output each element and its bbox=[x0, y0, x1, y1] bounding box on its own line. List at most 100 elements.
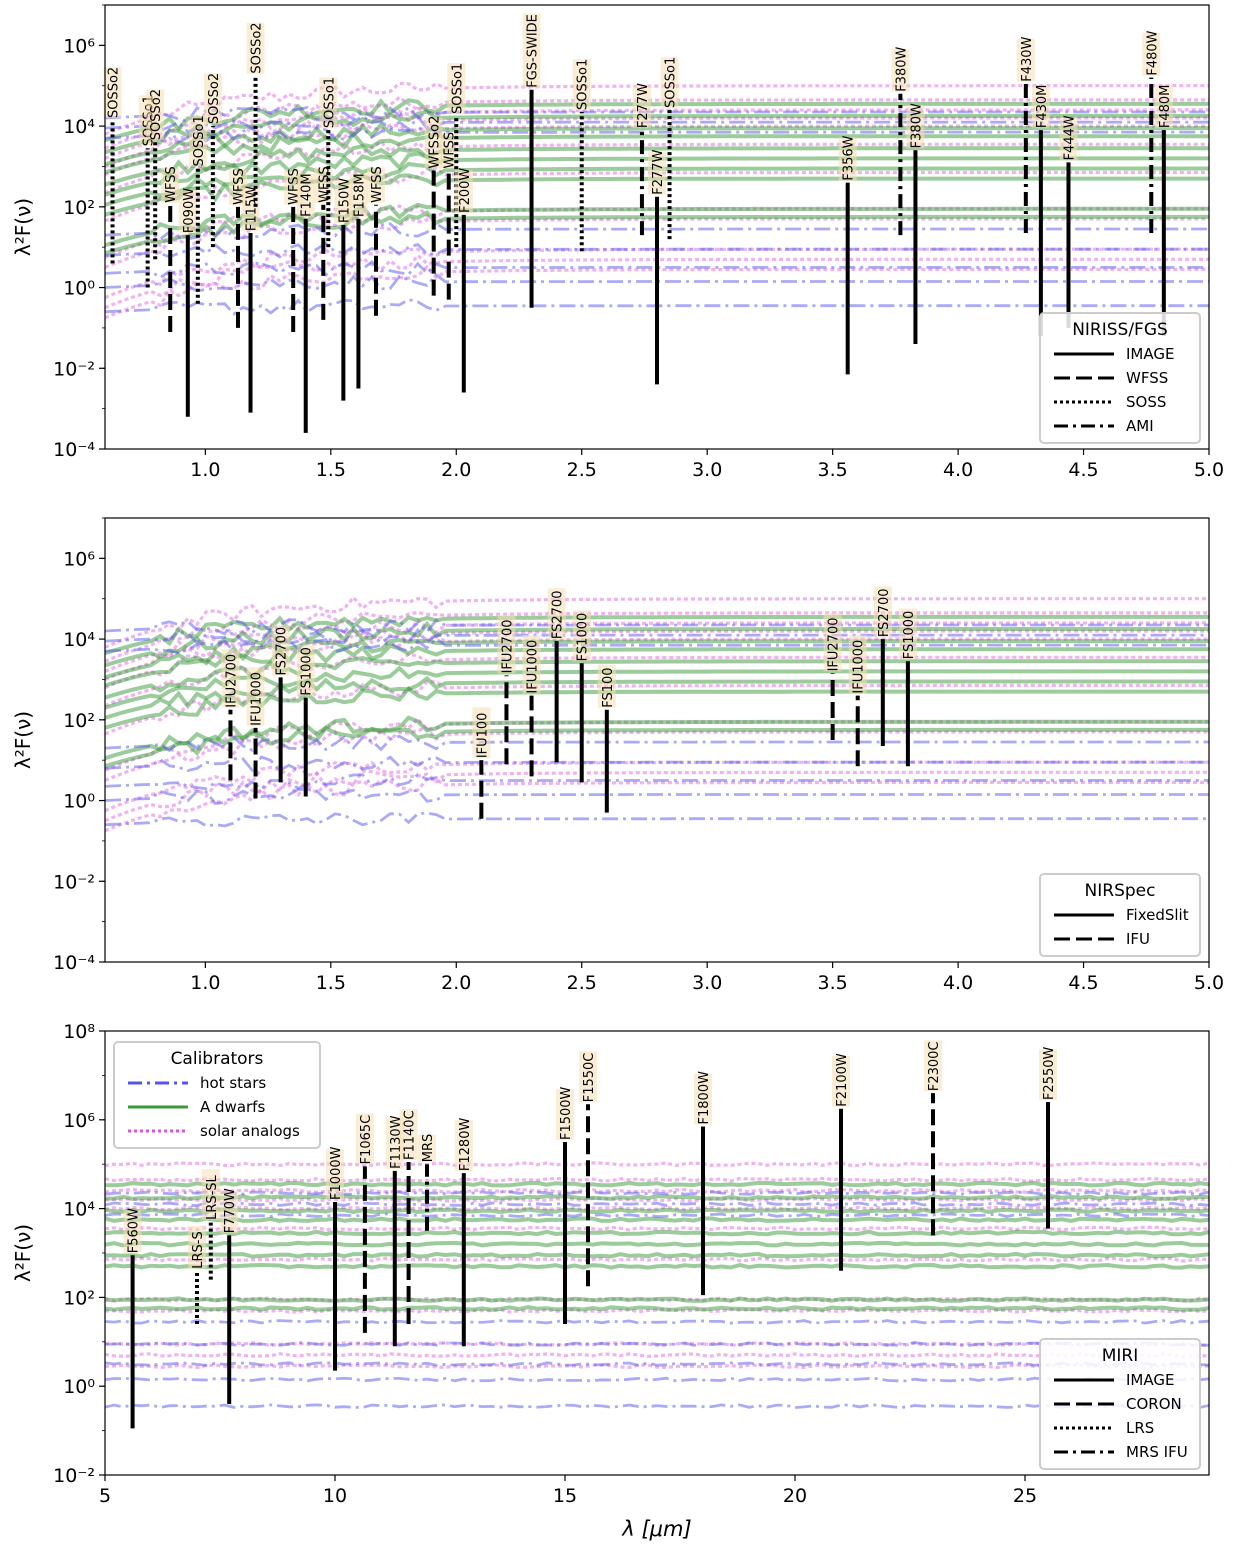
mode-label: IFU2700 bbox=[827, 617, 842, 671]
legend-entry-label: SOSS bbox=[1126, 393, 1166, 411]
mode-label-box bbox=[296, 644, 315, 696]
mode-label-box bbox=[188, 115, 207, 167]
mode-label: F1000W bbox=[329, 1146, 344, 1200]
mode-label-box bbox=[246, 667, 265, 726]
x-tick-label: 1.5 bbox=[316, 972, 346, 994]
mode-label-box bbox=[385, 1118, 404, 1169]
x-tick-label: 25 bbox=[1013, 1485, 1037, 1507]
solar-analog-spectrum bbox=[105, 1225, 1209, 1232]
hot-star-spectrum bbox=[105, 1376, 1209, 1383]
solar-analog-spectrum bbox=[105, 758, 1209, 813]
mode-label-box bbox=[201, 1169, 220, 1220]
y-tick-label: 10² bbox=[63, 197, 95, 219]
a-dwarf-spectrum bbox=[105, 1251, 1209, 1259]
mode-label-box bbox=[439, 133, 458, 169]
mode-label-box bbox=[648, 151, 666, 195]
solar-analog-spectrum bbox=[105, 680, 1209, 736]
x-tick-label: 4.0 bbox=[943, 459, 973, 481]
mode-label: IFU1000 bbox=[250, 672, 265, 726]
mode-label: SOSSo1 bbox=[664, 57, 679, 108]
mode-label-box bbox=[1031, 85, 1050, 129]
mode-label-box bbox=[572, 59, 591, 110]
mode-label: SOSSo1 bbox=[450, 63, 465, 114]
mode-label: F770W bbox=[223, 1188, 238, 1233]
mode-label-box bbox=[203, 73, 222, 125]
mode-label-box bbox=[848, 635, 867, 694]
a-dwarf-spectrum bbox=[105, 715, 1209, 761]
mode-label: F2300C bbox=[927, 1042, 942, 1092]
legend-entry-label: IFU bbox=[1126, 930, 1150, 948]
x-tick-label: 2.5 bbox=[567, 459, 597, 481]
mode-label-box bbox=[246, 22, 265, 74]
x-tick-label: 3.0 bbox=[692, 972, 722, 994]
mode-label: WFSS bbox=[317, 166, 332, 203]
a-dwarf-spectrum bbox=[105, 1180, 1209, 1188]
mode-label: SOSSo2 bbox=[107, 67, 122, 118]
legend-entry-label: hot stars bbox=[200, 1074, 266, 1092]
mode-label: FS100 bbox=[601, 667, 616, 707]
mode-label-box bbox=[296, 173, 315, 217]
mode-label: F380W bbox=[909, 103, 924, 148]
legend-box bbox=[1039, 312, 1201, 444]
y-tick-label: 10⁴ bbox=[63, 116, 95, 138]
mode-label: F1800W bbox=[697, 1071, 712, 1125]
x-tick-label: 2.0 bbox=[441, 459, 471, 481]
hot-star-spectrum bbox=[105, 787, 1209, 806]
mode-label: IFU100 bbox=[475, 713, 490, 759]
a-dwarf-spectrum bbox=[105, 685, 1209, 730]
y-tick-label: 10⁶ bbox=[63, 35, 95, 57]
hot-star-spectrum bbox=[105, 260, 1209, 280]
mode-label-box bbox=[1142, 32, 1161, 76]
y-tick-label: 10⁻⁴ bbox=[53, 439, 95, 461]
y-tick-label: 10⁴ bbox=[63, 1199, 95, 1221]
mode-label: F1065C bbox=[359, 1115, 374, 1165]
mode-label-box bbox=[271, 624, 290, 676]
mode-label: F158M bbox=[352, 173, 367, 217]
mode-label-box bbox=[161, 167, 180, 203]
x-tick-label: 3.5 bbox=[818, 459, 848, 481]
mode-label: IFU1000 bbox=[852, 640, 867, 694]
mode-label-box bbox=[1039, 1049, 1057, 1101]
solar-analog-spectrum bbox=[105, 777, 1209, 833]
solar-analog-spectrum bbox=[105, 95, 1209, 150]
mode-label-box bbox=[366, 167, 385, 203]
mode-label: LRS-S bbox=[191, 1231, 206, 1268]
x-tick-label: 2.5 bbox=[567, 972, 597, 994]
y-tick-label: 10⁰ bbox=[63, 1376, 95, 1398]
legend-entry-label: IMAGE bbox=[1126, 345, 1174, 363]
mode-label-box bbox=[424, 117, 443, 169]
mode-label-box bbox=[326, 1149, 344, 1200]
mode-label-box bbox=[1154, 85, 1173, 129]
mode-label: FS2700 bbox=[877, 588, 892, 637]
x-tick-label: 5.0 bbox=[1194, 459, 1224, 481]
mode-label-box bbox=[319, 77, 338, 129]
mode-label-box bbox=[447, 63, 466, 114]
legend-entry-label: A dwarfs bbox=[200, 1098, 265, 1116]
mode-label-box bbox=[355, 1113, 374, 1165]
mode-label-box bbox=[454, 169, 473, 213]
mode-label: F1280W bbox=[458, 1118, 473, 1172]
x-tick-label: 5.0 bbox=[1194, 972, 1224, 994]
x-tick-label: 1.0 bbox=[190, 459, 220, 481]
mode-label: F1500W bbox=[559, 1086, 574, 1140]
y-tick-label: 10⁰ bbox=[63, 791, 95, 813]
mode-label-box bbox=[418, 1134, 436, 1163]
mode-label-box bbox=[832, 1055, 850, 1107]
x-tick-label: 1.0 bbox=[190, 972, 220, 994]
x-tick-label: 5 bbox=[99, 1485, 111, 1507]
mode-label: WFSSo2 bbox=[428, 116, 443, 169]
mode-label-box bbox=[660, 57, 679, 108]
mode-label: F480M bbox=[1158, 85, 1173, 129]
mode-label-box bbox=[823, 612, 842, 672]
y-axis-label: λ²F(ν) bbox=[11, 1224, 35, 1282]
hot-star-spectrum bbox=[105, 772, 1209, 791]
mode-label: LRS-SL bbox=[205, 1174, 220, 1219]
solar-analog-spectrum bbox=[105, 107, 1209, 160]
hot-star-spectrum bbox=[105, 1361, 1209, 1367]
mode-label-box bbox=[924, 1040, 942, 1092]
mode-label: IFU1000 bbox=[526, 640, 541, 694]
mode-label: F200W bbox=[458, 168, 473, 213]
mode-label: SOSSo2 bbox=[149, 89, 164, 140]
y-tick-label: 10⁻² bbox=[53, 871, 95, 893]
